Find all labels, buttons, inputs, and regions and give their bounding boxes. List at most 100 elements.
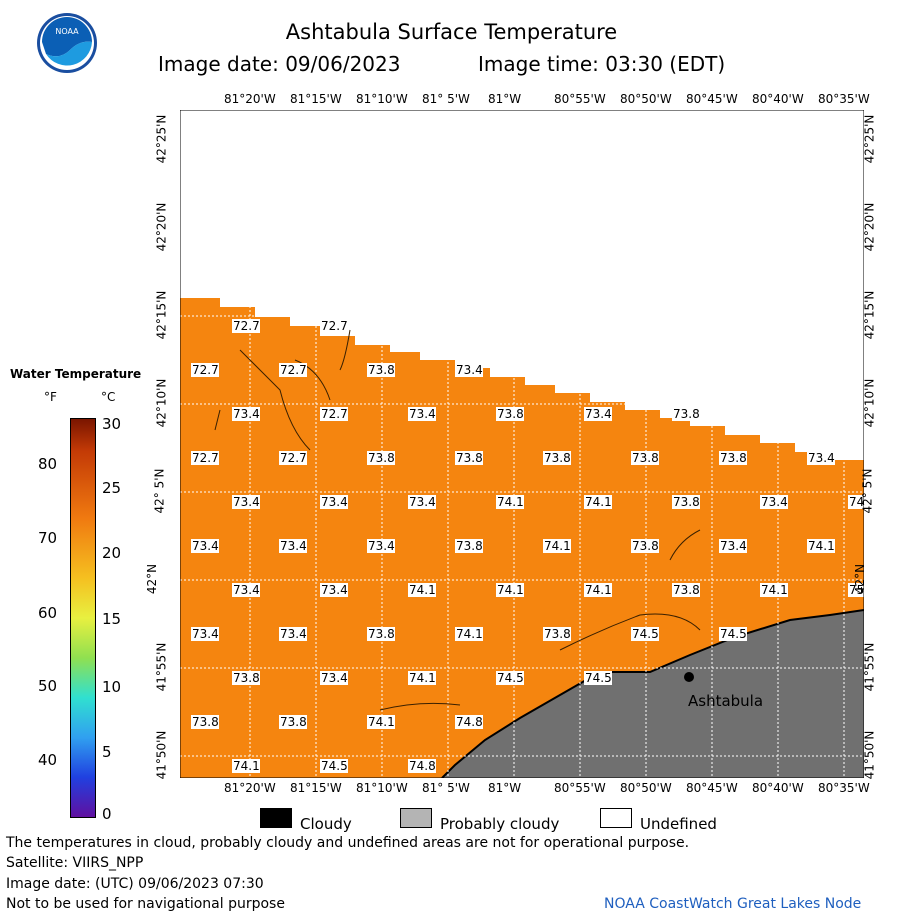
- temperature-reading: 74.1: [808, 539, 835, 553]
- credit-label: NOAA CoastWatch Great Lakes Node: [604, 896, 862, 912]
- legend-c-tick: 20: [102, 544, 122, 562]
- reading-box: [232, 759, 260, 773]
- lon-label-bottom: 80°55'W: [554, 781, 606, 795]
- reading-box: [631, 627, 659, 641]
- reading-box: [672, 495, 700, 509]
- reading-box: [367, 627, 395, 641]
- temperature-reading: 74.5: [497, 671, 524, 685]
- temperature-reading: 73.8: [368, 451, 395, 465]
- reading-box: [232, 407, 260, 421]
- reading-box: [191, 715, 219, 729]
- land-ohio: [442, 610, 864, 778]
- reading-box: [320, 495, 348, 509]
- temperature-reading: 74.1: [409, 583, 436, 597]
- lat-label-left: 42°15'N: [154, 290, 169, 340]
- temperature-reading: 74.5: [321, 759, 348, 773]
- shoreline: [441, 609, 864, 778]
- temperature-reading: 73.4: [761, 495, 788, 509]
- lat-label-right: 42°N: [853, 563, 868, 595]
- temperature-reading: 72.7: [321, 319, 348, 333]
- cloudy-label: Cloudy: [300, 815, 352, 833]
- reading-box: [584, 495, 612, 509]
- reading-box: [408, 759, 436, 773]
- reading-box: [760, 495, 788, 509]
- lon-label-bottom: 81°W: [488, 781, 522, 795]
- temperature-reading: 73.8: [632, 451, 659, 465]
- temperature-reading: 73.8: [673, 583, 700, 597]
- reading-box: [279, 539, 307, 553]
- lon-label-top: 81°10'W: [356, 92, 408, 106]
- lon-label-bottom: 81°15'W: [290, 781, 342, 795]
- reading-box: [320, 671, 348, 685]
- legend-c-tick: 15: [102, 610, 122, 628]
- logo-text: NOAA: [55, 27, 79, 36]
- temperature-reading: 73.8: [720, 451, 747, 465]
- reading-box: [367, 363, 395, 377]
- lat-label-right: 42°20'N: [862, 202, 877, 252]
- lat-label-left: 42°25'N: [154, 114, 169, 164]
- reading-box: [408, 671, 436, 685]
- noaa-logo: NOAA: [37, 13, 97, 73]
- temperature-reading: 72.7: [280, 451, 307, 465]
- reading-box: [760, 583, 788, 597]
- reading-box: [367, 451, 395, 465]
- lat-label-left: 42°20'N: [154, 202, 169, 252]
- temperature-reading: 73.8: [544, 627, 571, 641]
- temperature-reading: 74.1: [761, 583, 788, 597]
- reading-box: [848, 583, 864, 597]
- temperature-reading: 72.7: [321, 407, 348, 421]
- cloudy-swatch: [260, 808, 292, 828]
- legend-c-tick: 30: [102, 415, 122, 433]
- reading-box: [807, 539, 835, 553]
- temperature-reading: 73.8: [456, 539, 483, 553]
- reading-box: [672, 407, 700, 421]
- temperature-reading: 73.8: [673, 495, 700, 509]
- reading-box: [191, 363, 219, 377]
- temperature-reading: 73.4: [720, 539, 747, 553]
- temperature-reading: 72.7: [192, 451, 219, 465]
- reading-box: [496, 671, 524, 685]
- lon-label-top: 80°40'W: [752, 92, 804, 106]
- lon-label-bottom: 80°50'W: [620, 781, 672, 795]
- temperature-reading: 74.1: [456, 627, 483, 641]
- reading-box: [543, 627, 571, 641]
- temperature-reading: 74.5: [720, 627, 747, 641]
- city-label: Ashtabula: [688, 692, 764, 710]
- legend-f-tick: 70: [38, 529, 58, 547]
- utc-date-label: Image date: (UTC) 09/06/2023 07:30: [6, 876, 264, 892]
- temperature-reading: 74.1: [585, 583, 612, 597]
- reading-box: [672, 583, 700, 597]
- legend-c-tick: 5: [102, 743, 112, 761]
- temperature-reading: 74.1: [585, 495, 612, 509]
- temperature-color-bar: [70, 418, 96, 818]
- legend-f-tick: 40: [38, 751, 58, 769]
- temperature-reading: 73.8: [497, 407, 524, 421]
- temperature-reading: 74.1: [233, 759, 260, 773]
- temperature-reading: 74.1: [368, 715, 395, 729]
- lon-label-bottom: 80°45'W: [686, 781, 738, 795]
- temperature-reading: 73.4: [409, 495, 436, 509]
- reading-box: [367, 539, 395, 553]
- image-time: Image time: 03:30 (EDT): [478, 52, 726, 76]
- temperature-map: 72.7 72.7 72.7 72.7 73.8 73.4 73.4 72.7 73.4 73.8…: [180, 110, 864, 778]
- reading-box: [631, 539, 659, 553]
- reading-box: [279, 451, 307, 465]
- temperature-reading: 73.4: [233, 407, 260, 421]
- reading-box: [320, 319, 348, 333]
- temperature-reading: 73.4: [321, 583, 348, 597]
- reading-box: [584, 583, 612, 597]
- temperature-reading: 72.7: [280, 363, 307, 377]
- lon-label-top: 81°20'W: [224, 92, 276, 106]
- reading-box: [191, 627, 219, 641]
- reading-box: [455, 363, 483, 377]
- temperature-reading: 74.5: [632, 627, 659, 641]
- reading-box: [543, 539, 571, 553]
- footer-note: The temperatures in cloud, probably clou…: [6, 835, 690, 851]
- reading-box: [496, 583, 524, 597]
- probably-cloudy-label: Probably cloudy: [440, 815, 560, 833]
- temperature-reading: 74.8: [409, 759, 436, 773]
- temperature-reading: 73.4: [192, 539, 219, 553]
- temperature-reading: 74: [849, 495, 864, 509]
- cloud-contours: [214, 329, 701, 711]
- temperature-reading: 73.4: [192, 627, 219, 641]
